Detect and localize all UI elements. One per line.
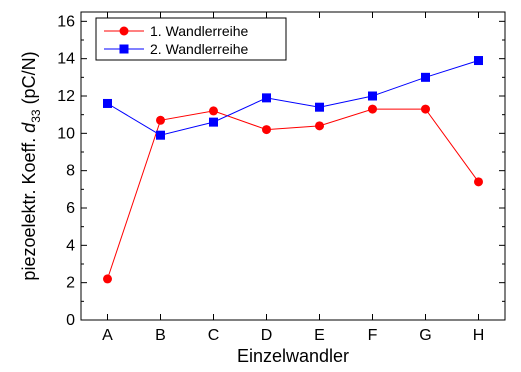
x-tick-label: D — [261, 327, 273, 344]
data-point-series-2 — [368, 91, 377, 101]
y-tick-label: 12 — [57, 88, 75, 105]
plot-frame — [80, 11, 506, 321]
data-point-series-1 — [262, 125, 271, 135]
y-tick-label: 2 — [66, 275, 75, 292]
legend-marker-series-1 — [119, 26, 129, 36]
legend-label-series-1: 1. Wandlerreihe — [150, 23, 249, 39]
data-point-series-1 — [315, 121, 324, 131]
x-axis-title: Einzelwandler — [237, 346, 349, 366]
y-axis-title-unit: (pC/N) — [19, 51, 39, 109]
data-point-series-2 — [262, 93, 271, 103]
data-point-series-2 — [156, 130, 165, 140]
data-point-series-1 — [368, 104, 377, 114]
x-tick-label: A — [102, 327, 113, 344]
x-axis: A B C D E F G H — [102, 12, 484, 344]
data-point-series-1 — [156, 115, 165, 125]
data-point-series-1 — [209, 106, 218, 116]
data-point-series-1 — [421, 104, 430, 114]
series-layer — [103, 56, 483, 284]
data-point-series-2 — [209, 117, 218, 127]
y-axis-title-subscript: 33 — [29, 109, 43, 123]
data-point-series-2 — [103, 98, 112, 108]
y-axis-title-symbol: d — [19, 122, 39, 133]
y-tick-label: 8 — [66, 163, 75, 180]
y-axis: 0 2 4 6 8 10 12 14 16 — [57, 13, 505, 329]
legend-label-series-2: 2. Wandlerreihe — [150, 41, 249, 57]
x-tick-label: E — [314, 327, 325, 344]
data-point-series-2 — [315, 102, 324, 112]
x-tick-label: B — [155, 327, 166, 344]
y-tick-label: 4 — [66, 237, 75, 254]
x-tick-label: F — [368, 327, 378, 344]
y-axis-title-main: piezoelektr. Koeff. — [19, 133, 39, 281]
data-point-series-1 — [103, 274, 112, 284]
legend: 1. Wandlerreihe 2. Wandlerreihe — [95, 17, 287, 61]
y-tick-label: 10 — [57, 125, 75, 142]
legend-marker-series-2 — [119, 44, 129, 54]
x-tick-label: C — [208, 327, 220, 344]
data-point-series-2 — [421, 72, 430, 82]
y-axis-title: piezoelektr. Koeff. d33 (pC/N) — [19, 51, 43, 280]
series-line-2 — [107, 60, 479, 136]
y-tick-label: 14 — [57, 51, 75, 68]
x-tick-label: H — [473, 327, 485, 344]
data-point-series-2 — [474, 56, 483, 66]
x-tick-label: G — [419, 327, 431, 344]
data-point-series-1 — [474, 177, 483, 187]
y-tick-label: 0 — [66, 312, 75, 329]
series-line-1 — [107, 108, 479, 280]
y-tick-label: 6 — [66, 200, 75, 217]
y-tick-label: 16 — [57, 13, 75, 30]
